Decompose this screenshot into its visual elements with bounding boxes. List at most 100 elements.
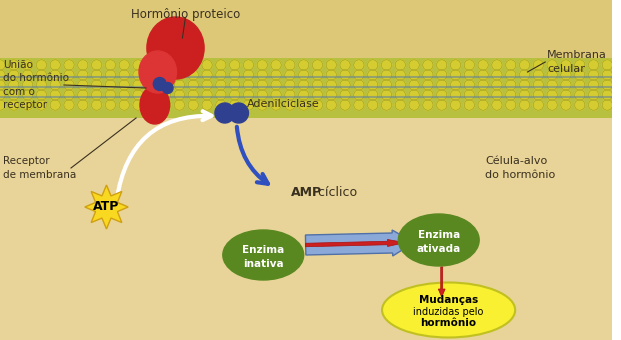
Circle shape: [119, 70, 129, 80]
Circle shape: [78, 60, 88, 70]
Circle shape: [450, 100, 461, 110]
Circle shape: [478, 70, 488, 80]
Circle shape: [202, 80, 212, 90]
Ellipse shape: [147, 17, 204, 79]
Circle shape: [91, 70, 102, 80]
Circle shape: [91, 100, 102, 110]
Circle shape: [423, 90, 433, 100]
Circle shape: [602, 60, 612, 70]
Circle shape: [285, 60, 295, 70]
Circle shape: [147, 80, 157, 90]
Circle shape: [36, 90, 47, 100]
Circle shape: [437, 80, 447, 90]
Circle shape: [36, 60, 47, 70]
Circle shape: [395, 100, 406, 110]
Circle shape: [602, 70, 612, 80]
Circle shape: [354, 60, 364, 70]
Circle shape: [50, 100, 60, 110]
Circle shape: [153, 78, 166, 90]
Circle shape: [368, 60, 378, 70]
Circle shape: [505, 100, 516, 110]
Circle shape: [561, 80, 571, 90]
Circle shape: [505, 70, 516, 80]
Circle shape: [243, 60, 253, 70]
Text: Célula-alvo
do hormônio: Célula-alvo do hormônio: [485, 156, 555, 180]
Circle shape: [326, 70, 337, 80]
Circle shape: [215, 80, 226, 90]
Text: cíclico: cíclico: [314, 186, 356, 199]
Circle shape: [574, 70, 585, 80]
Circle shape: [78, 100, 88, 110]
Circle shape: [381, 90, 392, 100]
Circle shape: [215, 70, 226, 80]
Circle shape: [106, 80, 116, 90]
Circle shape: [533, 100, 543, 110]
Circle shape: [91, 90, 102, 100]
Circle shape: [561, 100, 571, 110]
Circle shape: [492, 70, 502, 80]
Circle shape: [215, 100, 226, 110]
Circle shape: [271, 100, 281, 110]
Circle shape: [133, 80, 143, 90]
Circle shape: [271, 70, 281, 80]
Circle shape: [78, 70, 88, 80]
Circle shape: [106, 100, 116, 110]
Circle shape: [561, 90, 571, 100]
Text: Hormônio proteico: Hormônio proteico: [131, 8, 240, 21]
Circle shape: [381, 70, 392, 80]
Circle shape: [561, 60, 571, 70]
Circle shape: [36, 80, 47, 90]
Circle shape: [215, 103, 235, 123]
Circle shape: [285, 80, 295, 90]
Circle shape: [478, 90, 488, 100]
Circle shape: [505, 90, 516, 100]
Circle shape: [547, 100, 557, 110]
Circle shape: [257, 90, 268, 100]
Circle shape: [106, 60, 116, 70]
Circle shape: [188, 100, 198, 110]
Circle shape: [271, 80, 281, 90]
Text: AMP: AMP: [291, 186, 322, 199]
Circle shape: [243, 80, 253, 90]
Circle shape: [547, 80, 557, 90]
Circle shape: [574, 60, 585, 70]
Text: Mudanças: Mudanças: [419, 295, 478, 305]
Circle shape: [326, 60, 337, 70]
Circle shape: [106, 70, 116, 80]
Circle shape: [312, 100, 322, 110]
Circle shape: [147, 70, 157, 80]
Circle shape: [243, 100, 253, 110]
Circle shape: [175, 100, 184, 110]
Circle shape: [243, 70, 253, 80]
Circle shape: [160, 90, 171, 100]
Circle shape: [574, 100, 585, 110]
Circle shape: [354, 70, 364, 80]
Circle shape: [450, 90, 461, 100]
Text: hormônio: hormônio: [420, 318, 477, 328]
Circle shape: [257, 60, 268, 70]
Circle shape: [64, 70, 74, 80]
Circle shape: [589, 70, 599, 80]
Circle shape: [175, 60, 184, 70]
Text: inativa: inativa: [243, 259, 284, 269]
Circle shape: [395, 80, 406, 90]
Circle shape: [395, 90, 406, 100]
Circle shape: [423, 70, 433, 80]
Circle shape: [423, 80, 433, 90]
Circle shape: [162, 83, 173, 94]
Circle shape: [533, 60, 543, 70]
Circle shape: [437, 60, 447, 70]
Circle shape: [340, 70, 350, 80]
Circle shape: [9, 100, 19, 110]
Circle shape: [409, 70, 419, 80]
Text: União
do hormônio
com o
receptor: União do hormônio com o receptor: [3, 60, 69, 110]
Circle shape: [9, 60, 19, 70]
Circle shape: [0, 60, 5, 70]
Circle shape: [175, 80, 184, 90]
Circle shape: [64, 100, 74, 110]
Circle shape: [147, 60, 157, 70]
Circle shape: [133, 70, 143, 80]
Circle shape: [464, 70, 474, 80]
Circle shape: [36, 70, 47, 80]
Circle shape: [492, 90, 502, 100]
